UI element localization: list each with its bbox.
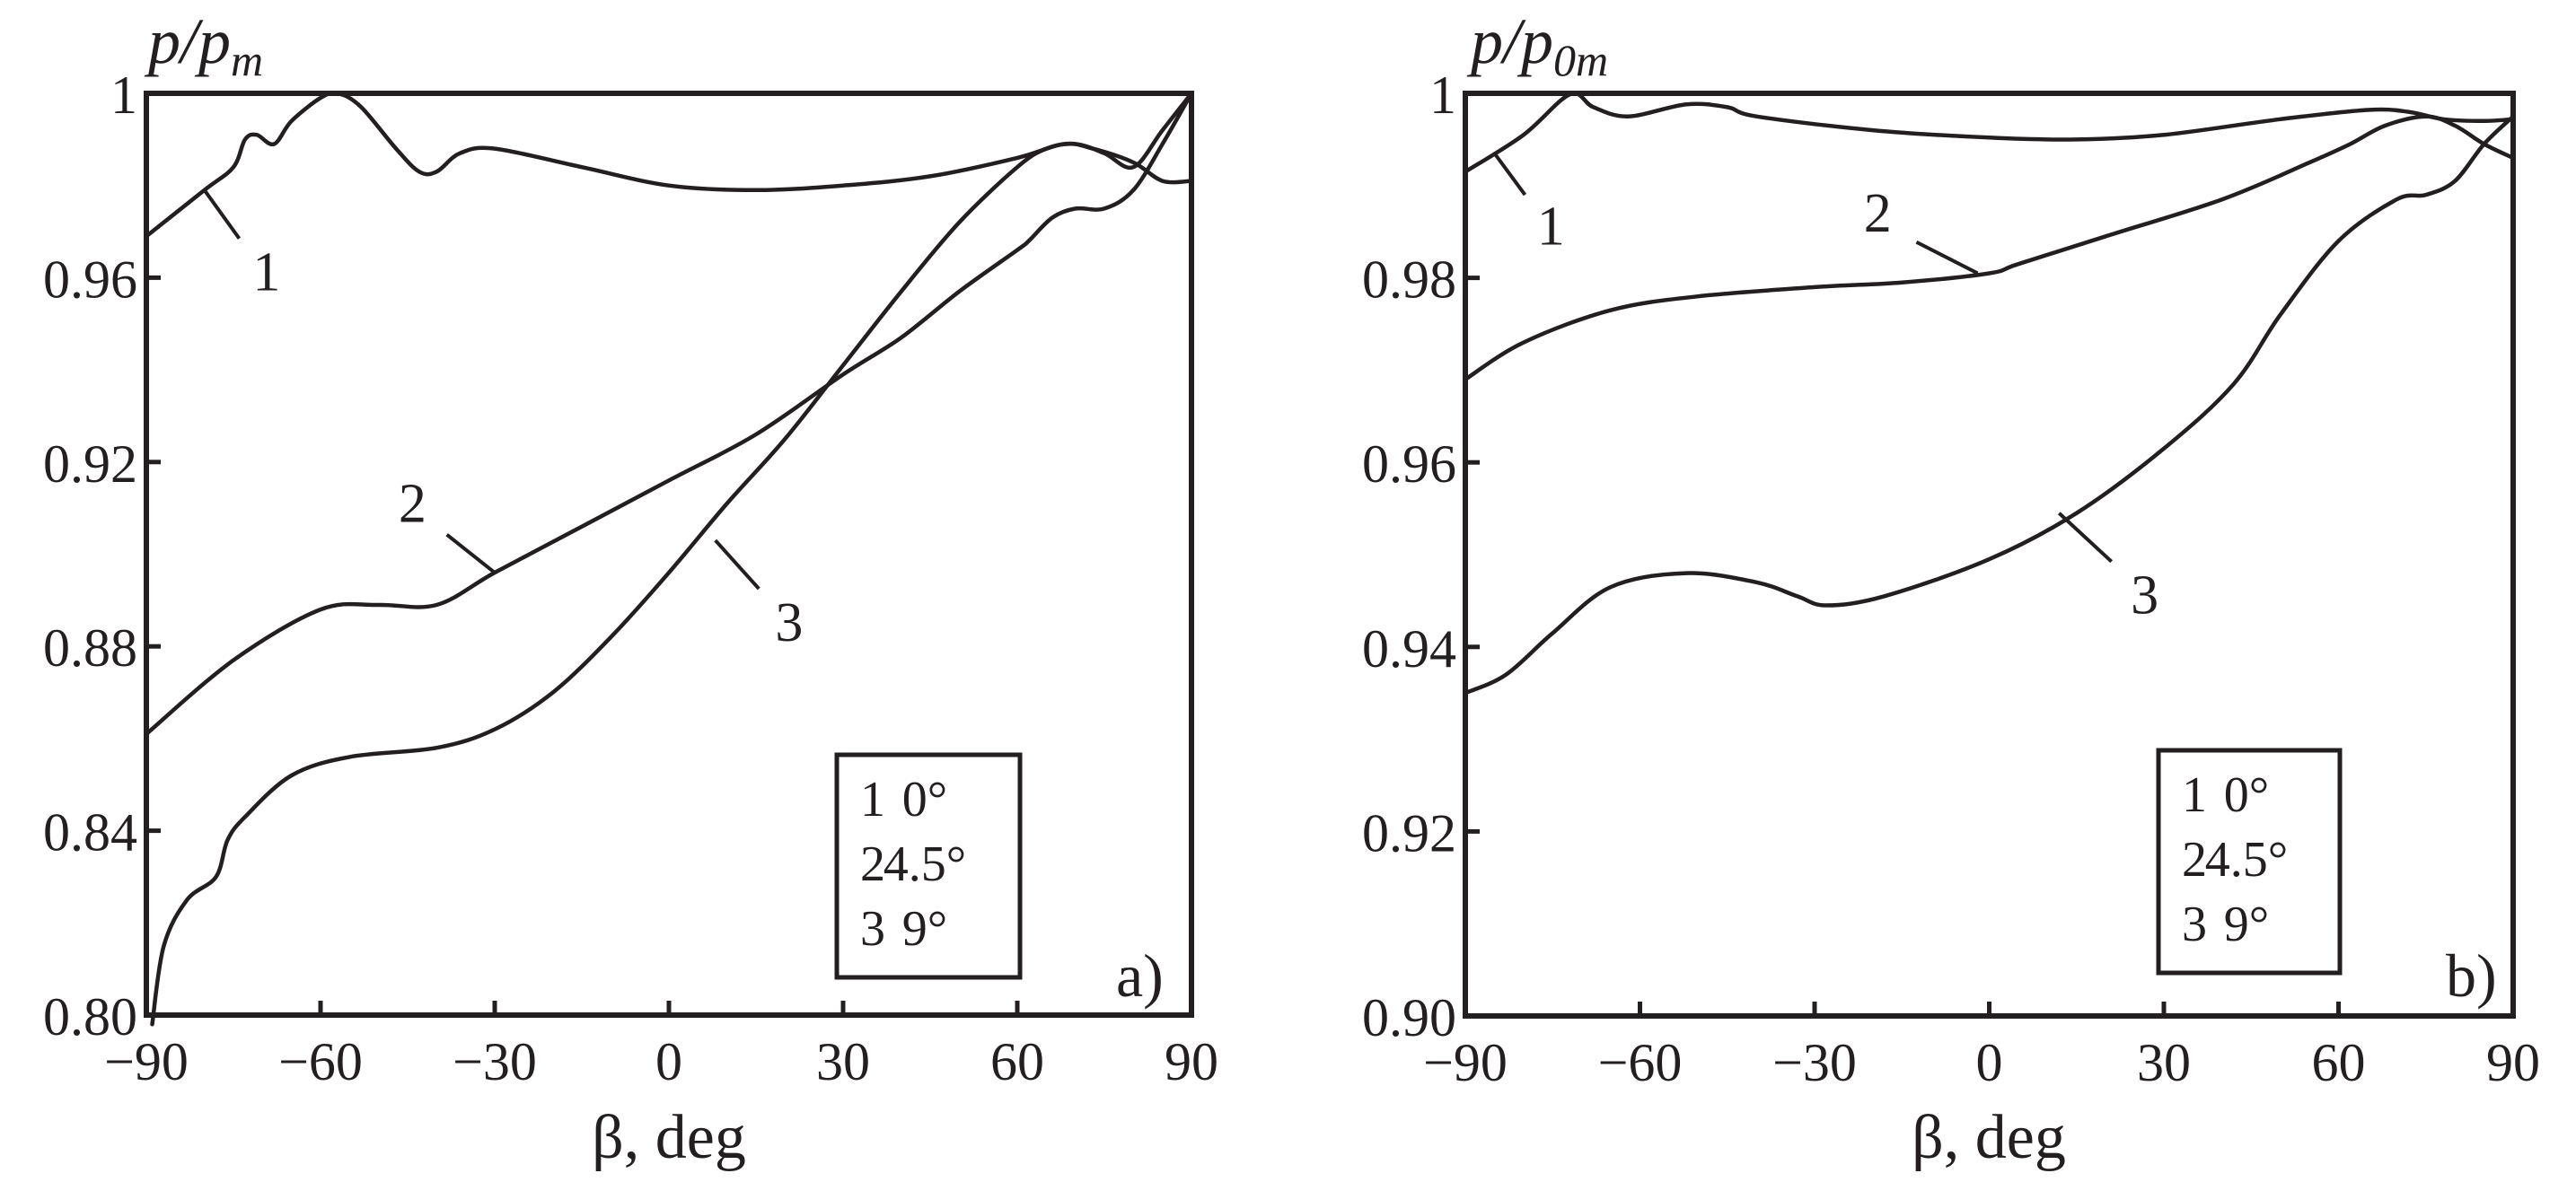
x-axis-label: β, deg	[1912, 1103, 2066, 1172]
x-tick-label: 30	[816, 1032, 870, 1091]
callout-label: 2	[1864, 183, 1892, 244]
panel-tag: a)	[1116, 941, 1164, 1010]
legend: 1 0° 24.5° 3 9°	[834, 752, 1023, 980]
x-tick-label: −60	[1598, 1033, 1683, 1092]
panel-tag: b)	[2446, 941, 2497, 1010]
legend-id: 1	[2182, 767, 2207, 823]
y-tick-label: 1	[110, 66, 137, 125]
y-tick-label: 0.96	[43, 250, 137, 309]
plot-frame	[1463, 91, 2516, 1019]
legend-label: 4.5°	[2205, 832, 2288, 888]
callout-leader	[1492, 152, 1527, 197]
y-tick-label: 0.90	[1362, 988, 1456, 1047]
curve-1	[144, 91, 1194, 239]
x-tick-label: −30	[453, 1032, 537, 1091]
x-tick-label: 60	[2312, 1033, 2366, 1092]
callout-label: 2	[399, 474, 426, 535]
y-tick-label: 0.80	[43, 987, 137, 1046]
panel-b: p/p0m −90 −60 −30 0 30 60 90 0.90 0.92 0.94 0.96 0.…	[1362, 5, 2540, 1172]
plot-frame	[144, 91, 1194, 1018]
axis-ticks: −90 −60 −30 0 30 60 90 0.80 0.84 0.88 0.92 0.96 1	[43, 66, 1218, 1091]
curve-callouts: 1 2 3	[203, 188, 803, 653]
callout-leader	[1915, 240, 1979, 276]
curve-2	[1463, 114, 2516, 381]
y-tick-label: 0.94	[1362, 619, 1456, 679]
curve-1	[1463, 91, 2516, 174]
legend-id: 3	[860, 901, 885, 957]
curve-2	[144, 91, 1194, 737]
legend: 1 0° 24.5° 3 9°	[2156, 748, 2343, 976]
callout-label: 1	[1537, 197, 1565, 258]
x-tick-label: 90	[2486, 1033, 2540, 1092]
x-tick-label: 30	[2137, 1033, 2191, 1092]
legend-id: 2	[860, 836, 885, 892]
x-tick-label: −90	[1423, 1033, 1508, 1092]
y-axis-label: p/pm	[144, 5, 263, 85]
x-tick-label: 0	[1976, 1033, 2003, 1092]
axis-ticks: −90 −60 −30 0 30 60 90 0.90 0.92 0.94 0.96 0.98 1	[1362, 66, 2540, 1092]
legend-label: 9°	[2224, 897, 2269, 952]
y-tick-label: 0.96	[1362, 434, 1456, 494]
legend-label: 4.5°	[884, 836, 966, 892]
legend-id: 1	[860, 772, 885, 827]
curve-3	[150, 91, 1194, 1027]
curve-3	[1463, 114, 2516, 696]
y-axis-label: p/p0m	[1466, 5, 1608, 85]
y-tick-label: 0.84	[43, 803, 137, 862]
curves	[144, 91, 1194, 1027]
y-tick-label: 0.92	[1362, 803, 1456, 862]
y-tick-label: 1	[1429, 66, 1456, 125]
panel-a: p/pm −90 −60 −30 0 30 60 90 0.80 0.84 0.88 0.92 0.9…	[43, 5, 1218, 1172]
callout-leader	[714, 538, 760, 591]
x-axis-label: β, deg	[592, 1103, 746, 1172]
curve-callouts: 1 2 3	[1492, 152, 2158, 626]
y-tick-label: 0.92	[43, 434, 137, 494]
x-tick-label: −60	[278, 1032, 363, 1091]
callout-label: 3	[775, 592, 803, 653]
legend-label: 0°	[2224, 767, 2269, 823]
legend-label: 0°	[902, 772, 947, 827]
curves	[1463, 91, 2516, 696]
legend-id: 3	[2182, 897, 2207, 952]
y-tick-label: 0.88	[43, 618, 137, 678]
x-tick-label: 0	[655, 1032, 682, 1091]
legend-id: 2	[2182, 832, 2207, 888]
callout-leader	[445, 533, 497, 574]
callout-label: 1	[252, 242, 280, 303]
x-tick-label: −90	[104, 1032, 189, 1091]
x-tick-label: −30	[1772, 1033, 1857, 1092]
callout-leader	[203, 188, 242, 240]
callout-leader	[2057, 512, 2114, 564]
x-tick-label: 60	[990, 1032, 1044, 1091]
y-tick-label: 0.98	[1362, 250, 1456, 310]
x-tick-label: 90	[1165, 1032, 1218, 1091]
legend-label: 9°	[902, 901, 947, 957]
callout-label: 3	[2131, 565, 2158, 626]
